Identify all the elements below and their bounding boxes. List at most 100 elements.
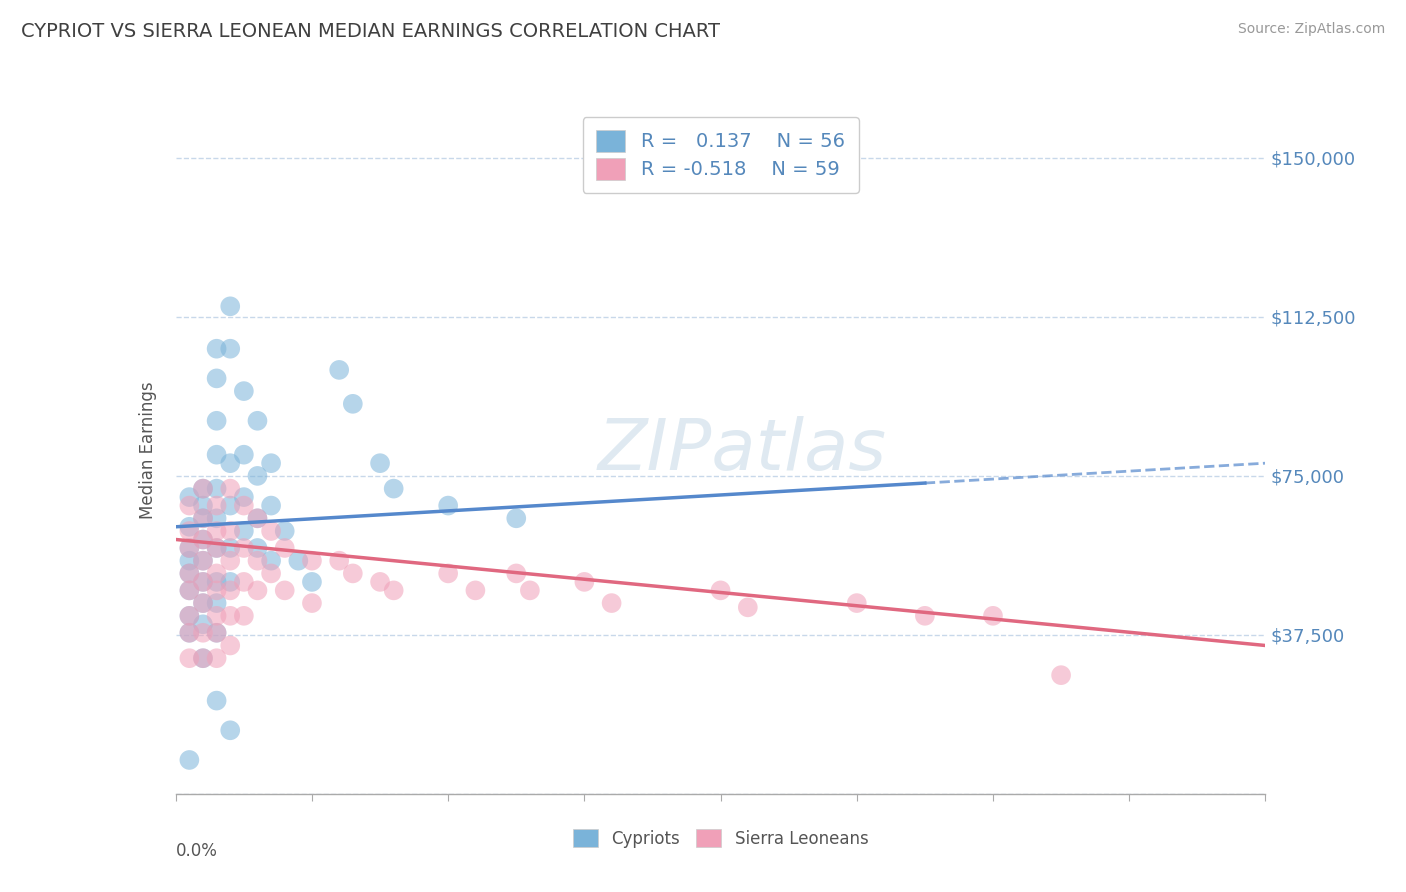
Legend: Cypriots, Sierra Leoneans: Cypriots, Sierra Leoneans: [567, 822, 875, 855]
Point: [260, 456, 283, 470]
Point: [191, 625, 214, 640]
Point: [845, 596, 868, 610]
Point: [205, 596, 228, 610]
Point: [205, 524, 228, 538]
Point: [191, 574, 214, 589]
Point: [205, 541, 228, 555]
Point: [981, 608, 1004, 623]
Point: [191, 482, 214, 496]
Point: [179, 608, 201, 623]
Point: [179, 490, 201, 504]
Point: [246, 583, 269, 598]
Point: [205, 541, 228, 555]
Point: [191, 533, 214, 547]
Point: [232, 541, 254, 555]
Point: [205, 499, 228, 513]
Point: [246, 511, 269, 525]
Point: [179, 625, 201, 640]
Point: [219, 639, 242, 653]
Point: [205, 583, 228, 598]
Point: [342, 566, 364, 581]
Point: [179, 520, 201, 534]
Point: [191, 511, 214, 525]
Point: [219, 299, 242, 313]
Point: [219, 456, 242, 470]
Point: [205, 414, 228, 428]
Point: [219, 524, 242, 538]
Point: [219, 342, 242, 356]
Point: [191, 554, 214, 568]
Point: [382, 583, 405, 598]
Point: [205, 566, 228, 581]
Point: [179, 583, 201, 598]
Point: [437, 566, 460, 581]
Point: [205, 574, 228, 589]
Point: [737, 600, 759, 615]
Point: [179, 583, 201, 598]
Point: [205, 651, 228, 665]
Point: [219, 574, 242, 589]
Point: [219, 723, 242, 738]
Point: [260, 554, 283, 568]
Point: [179, 566, 201, 581]
Point: [368, 456, 391, 470]
Y-axis label: Median Earnings: Median Earnings: [139, 382, 157, 519]
Point: [219, 554, 242, 568]
Text: CYPRIOT VS SIERRA LEONEAN MEDIAN EARNINGS CORRELATION CHART: CYPRIOT VS SIERRA LEONEAN MEDIAN EARNING…: [21, 22, 720, 41]
Point: [574, 574, 596, 589]
Point: [191, 499, 214, 513]
Point: [179, 524, 201, 538]
Point: [191, 651, 214, 665]
Point: [232, 448, 254, 462]
Point: [179, 499, 201, 513]
Point: [219, 499, 242, 513]
Point: [205, 448, 228, 462]
Point: [505, 566, 527, 581]
Point: [191, 482, 214, 496]
Point: [205, 693, 228, 707]
Point: [205, 625, 228, 640]
Point: [710, 583, 733, 598]
Point: [232, 490, 254, 504]
Point: [368, 574, 391, 589]
Point: [179, 651, 201, 665]
Point: [205, 625, 228, 640]
Point: [191, 617, 214, 632]
Point: [179, 753, 201, 767]
Point: [232, 384, 254, 398]
Point: [246, 511, 269, 525]
Point: [914, 608, 936, 623]
Point: [232, 608, 254, 623]
Point: [205, 482, 228, 496]
Point: [274, 541, 297, 555]
Point: [191, 651, 214, 665]
Point: [342, 397, 364, 411]
Point: [179, 541, 201, 555]
Point: [232, 574, 254, 589]
Point: [246, 469, 269, 483]
Point: [301, 574, 323, 589]
Point: [179, 566, 201, 581]
Point: [205, 371, 228, 385]
Point: [191, 533, 214, 547]
Point: [301, 554, 323, 568]
Point: [205, 608, 228, 623]
Point: [260, 499, 283, 513]
Point: [191, 596, 214, 610]
Point: [274, 524, 297, 538]
Point: [328, 554, 350, 568]
Point: [246, 414, 269, 428]
Point: [232, 499, 254, 513]
Point: [519, 583, 541, 598]
Point: [191, 554, 214, 568]
Point: [191, 511, 214, 525]
Point: [179, 608, 201, 623]
Point: [382, 482, 405, 496]
Point: [219, 482, 242, 496]
Point: [260, 524, 283, 538]
Point: [191, 574, 214, 589]
Point: [274, 583, 297, 598]
Text: 0.0%: 0.0%: [176, 842, 218, 860]
Point: [219, 583, 242, 598]
Point: [246, 554, 269, 568]
